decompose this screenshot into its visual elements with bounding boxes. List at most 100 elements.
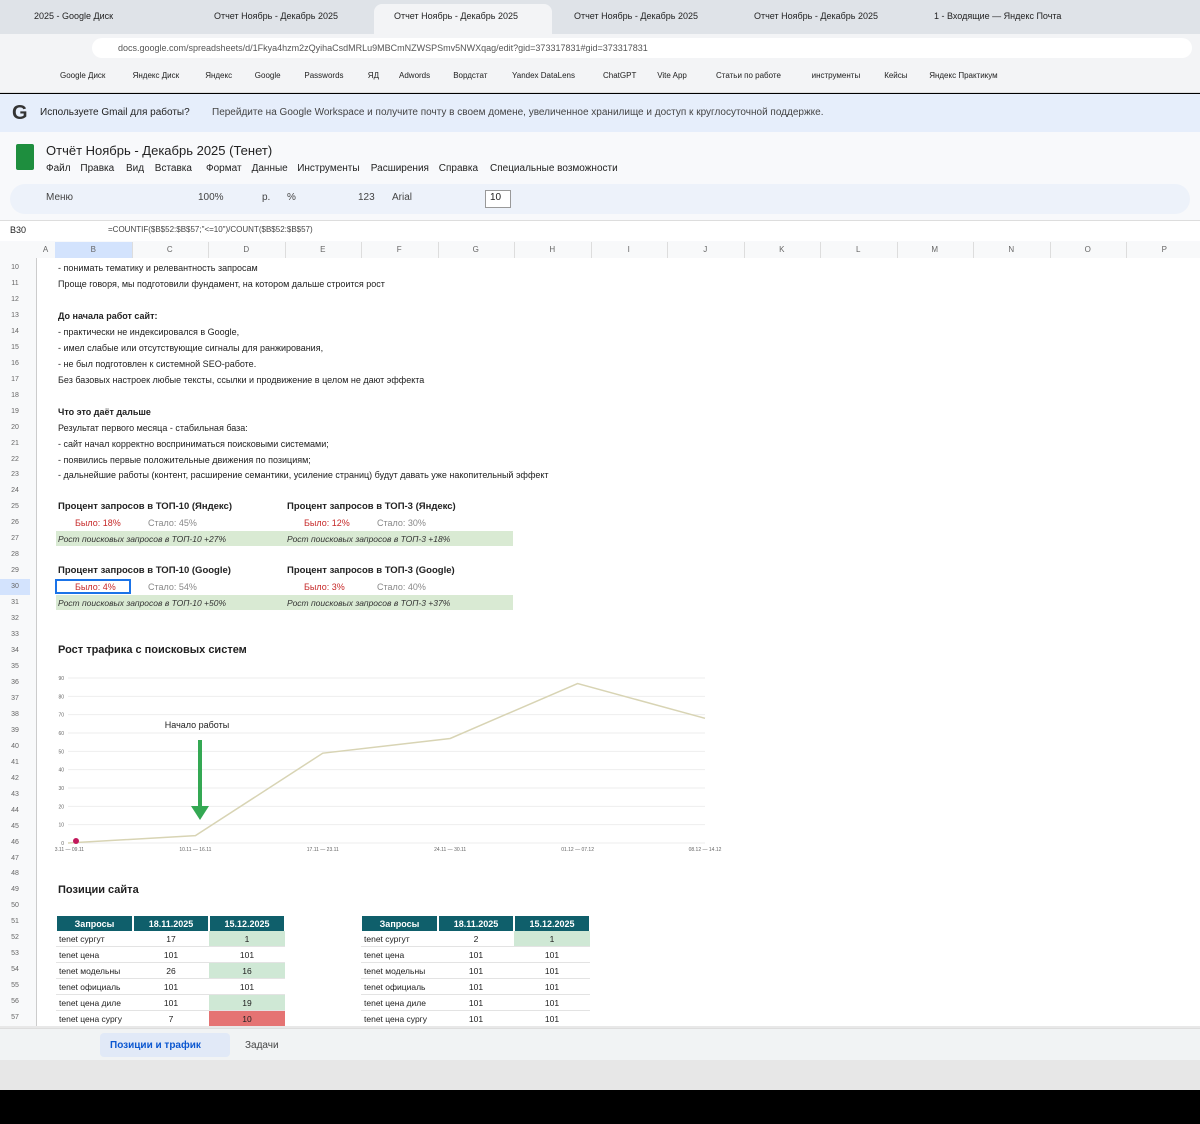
table-cell: 101: [438, 978, 514, 995]
toolbar-item[interactable]: 123: [358, 192, 375, 203]
bookmark[interactable]: Вордстат: [453, 71, 488, 80]
menu-item[interactable]: Справка: [438, 163, 479, 174]
metric-title: Процент запросов в ТОП-3 (Яндекс): [287, 501, 456, 513]
browser-tab[interactable]: Отчет Ноябрь - Декабрь 2025: [394, 11, 518, 21]
sheets-icon: [16, 144, 34, 170]
bookmark[interactable]: Vite App: [657, 71, 687, 80]
bookmark[interactable]: Google: [254, 71, 281, 80]
url[interactable]: docs.google.com/spreadsheets/d/1Fkya4hzm…: [118, 43, 648, 53]
table-cell: tenet модельны: [361, 962, 438, 979]
bookmark[interactable]: Google Диск: [60, 71, 106, 80]
metric-title: Процент запросов в ТОП-10 (Google): [58, 565, 231, 577]
bookmark[interactable]: Кейсы: [884, 71, 908, 80]
sheet-tab[interactable]: Задачи: [245, 1040, 279, 1051]
browser-tab[interactable]: 2025 - Google Диск: [34, 11, 114, 21]
browser-tab[interactable]: Отчет Ноябрь - Декабрь 2025: [754, 11, 878, 21]
font-size-box: [485, 190, 511, 208]
table-cell: 10: [209, 1010, 285, 1027]
row-number: 57: [11, 1014, 19, 1022]
active-sheet-tab[interactable]: [100, 1033, 230, 1057]
arrow-head: [191, 806, 209, 820]
row-number: 45: [11, 822, 19, 830]
growth-bg: [56, 595, 285, 611]
x-tick-label: 17.11 — 23.11: [307, 847, 339, 853]
bookmark[interactable]: Passwords: [304, 71, 344, 80]
row-number: 15: [11, 343, 19, 351]
bookmarks-bar: [0, 62, 1200, 93]
bookmark[interactable]: Yandex DataLens: [512, 71, 576, 80]
menu-item[interactable]: Файл: [46, 163, 71, 174]
row-number: 52: [11, 934, 19, 942]
row-number: 56: [11, 998, 19, 1006]
font-size[interactable]: 10: [490, 192, 502, 203]
row-number: 11: [11, 279, 19, 287]
table-cell: 101: [514, 946, 590, 963]
menu-item[interactable]: Инструменты: [297, 163, 360, 174]
table-cell: 7: [133, 1010, 209, 1027]
table-cell: tenet цена диле: [361, 994, 438, 1011]
selected-cell: [55, 579, 131, 595]
bookmark[interactable]: Яндекс Диск: [132, 71, 180, 80]
metric-before: Было: 3%: [304, 582, 345, 593]
toolbar-item[interactable]: Arial: [392, 192, 413, 203]
bookmark[interactable]: Яндекс: [205, 71, 233, 80]
menu-item[interactable]: Специальные возможности: [490, 163, 618, 174]
browser-tab[interactable]: 1 - Входящие — Яндекс Почта: [934, 11, 1062, 21]
menu-item[interactable]: Вставка: [154, 163, 192, 174]
toolbar-item[interactable]: р.: [262, 192, 271, 203]
table-cell: tenet цена: [361, 946, 438, 963]
menu-item[interactable]: Правка: [80, 163, 115, 174]
y-tick-label: 50: [58, 749, 64, 755]
x-tick-label: 08.12 — 14.12: [689, 847, 722, 853]
row-number: 35: [11, 663, 19, 670]
start-marker: [73, 838, 79, 844]
line: [67, 682, 706, 844]
row-number: 29: [11, 567, 19, 575]
metric-after: Стало: 54%: [148, 582, 197, 593]
bookmark[interactable]: ChatGPT: [603, 71, 637, 80]
y-tick-label: 10: [58, 823, 64, 829]
menu-item[interactable]: Вид: [126, 163, 145, 174]
column-letter: C: [132, 242, 209, 258]
menu-item[interactable]: Формат: [206, 163, 242, 174]
table-cell: 101: [514, 1010, 590, 1027]
row-number: 26: [11, 519, 19, 527]
menu-item[interactable]: Расширения: [370, 163, 429, 174]
sheet-tab[interactable]: Позиции и трафик: [110, 1040, 201, 1051]
formula-bar: [0, 220, 1200, 241]
toolbar-item[interactable]: %: [287, 192, 296, 203]
metric-growth: Рост поисковых запросов в ТОП-10 +27%: [58, 534, 227, 545]
row-number: 42: [11, 774, 19, 782]
bookmark[interactable]: Статьи по работе: [716, 71, 781, 80]
table-cell: 101: [438, 994, 514, 1011]
column-letter: F: [361, 242, 439, 258]
menu-item[interactable]: Данные: [251, 163, 288, 174]
row-number: 32: [11, 615, 19, 623]
bookmark[interactable]: Adwords: [399, 71, 431, 80]
row-number: 41: [11, 758, 19, 766]
tab-strip: [0, 0, 1200, 34]
metric-after: Стало: 45%: [148, 518, 197, 529]
table-cell: 101: [133, 978, 209, 995]
growth-bg: [285, 595, 513, 611]
cell-ref: B30: [10, 225, 27, 235]
bookmark[interactable]: ЯД: [367, 71, 379, 80]
toolbar-item[interactable]: 100%: [198, 192, 224, 203]
row-number: 55: [11, 982, 19, 990]
y-tick-label: 80: [58, 694, 64, 700]
table-cell: 1: [514, 931, 590, 947]
column-letter: D: [208, 242, 286, 258]
browser-tab[interactable]: Отчет Ноябрь - Декабрь 2025: [214, 11, 338, 21]
bookmark[interactable]: инструменты: [811, 71, 861, 80]
formula: =COUNTIF($B$52:$B$57;"<=10")/COUNT($B$52…: [108, 225, 313, 234]
toolbar-item[interactable]: Меню: [46, 192, 74, 203]
bookmark[interactable]: Яндекс Практикум: [929, 71, 998, 80]
browser-tab[interactable]: Отчет Ноябрь - Декабрь 2025: [574, 11, 698, 21]
table-cell: 101: [514, 962, 590, 979]
table-cell: 26: [133, 962, 209, 979]
row-number: 49: [11, 886, 19, 894]
metric-after: Стало: 30%: [377, 518, 426, 529]
y-tick-label: 60: [58, 731, 64, 737]
url-box[interactable]: [92, 38, 1192, 58]
